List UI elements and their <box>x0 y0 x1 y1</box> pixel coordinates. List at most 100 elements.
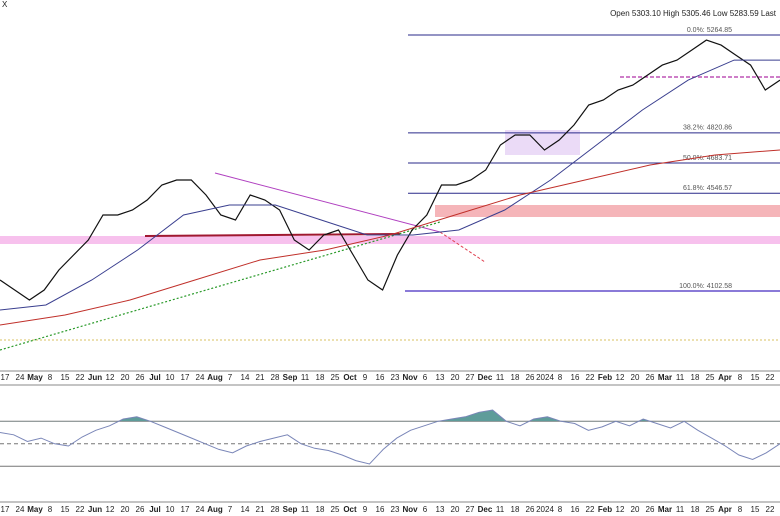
x-tick-label: May <box>27 373 43 382</box>
x-tick-label: 8 <box>48 505 53 514</box>
x-tick-label: 22 <box>76 505 85 514</box>
x-tick-label: 28 <box>271 505 280 514</box>
moving-average <box>0 149 780 326</box>
x-tick-label: 22 <box>766 373 775 382</box>
x-tick-label: May <box>27 505 43 514</box>
x-tick-label: 20 <box>451 373 460 382</box>
x-tick-label: 16 <box>376 373 385 382</box>
x-tick-label: Aug <box>207 505 223 514</box>
x-tick-label: 8 <box>738 373 743 382</box>
x-tick-label: 20 <box>631 505 640 514</box>
x-tick-label: 26 <box>526 505 535 514</box>
x-tick-label: 28 <box>271 373 280 382</box>
x-tick-label: 8 <box>48 373 53 382</box>
indicator-line <box>0 409 780 465</box>
x-tick-label: Oct <box>343 505 357 514</box>
x-tick-label: 26 <box>136 505 145 514</box>
fib-label: 38.2%: 4820.86 <box>683 125 732 132</box>
x-tick-label: 10 <box>166 373 175 382</box>
x-tick-label: Sep <box>283 373 298 382</box>
x-tick-label: Jul <box>149 373 161 382</box>
x-tick-label: 2024 <box>536 373 554 382</box>
x-tick-label: 24 <box>16 505 25 514</box>
x-tick-label: Sep <box>283 505 298 514</box>
x-tick-label: 9 <box>363 505 368 514</box>
symbol: X <box>2 0 8 9</box>
x-tick-label: 25 <box>331 505 340 514</box>
x-tick-label: 27 <box>466 505 475 514</box>
trendline <box>214 172 441 233</box>
x-tick-label: 16 <box>376 505 385 514</box>
x-tick-label: Feb <box>598 373 612 382</box>
price-line <box>0 39 780 301</box>
fib-label: 50.0%: 4683.71 <box>683 155 732 162</box>
x-tick-label: Apr <box>718 373 732 382</box>
x-tick-label: Nov <box>402 373 418 382</box>
x-tick-label: Jun <box>88 505 102 514</box>
x-tick-label: 14 <box>241 505 250 514</box>
x-tick-label: 7 <box>228 505 233 514</box>
x-tick-label: 15 <box>751 373 760 382</box>
x-tick-label: 12 <box>616 505 625 514</box>
x-tick-label: 26 <box>526 373 535 382</box>
x-tick-label: 11 <box>301 505 310 514</box>
x-tick-label: 17 <box>1 505 10 514</box>
x-tick-label: 11 <box>496 373 505 382</box>
x-tick-label: 16 <box>571 373 580 382</box>
x-tick-label: Feb <box>598 505 612 514</box>
x-tick-label: 10 <box>166 505 175 514</box>
x-tick-label: 18 <box>511 373 520 382</box>
x-tick-label: 22 <box>586 505 595 514</box>
x-tick-label: 15 <box>61 373 70 382</box>
x-tick-label: Aug <box>207 373 223 382</box>
consolidation-box <box>505 130 580 155</box>
x-tick-label: 20 <box>451 505 460 514</box>
x-tick-label: 18 <box>691 505 700 514</box>
x-tick-label: 22 <box>766 505 775 514</box>
x-tick-label: 15 <box>751 505 760 514</box>
x-tick-label: 13 <box>436 373 445 382</box>
x-tick-label: Apr <box>718 505 732 514</box>
x-tick-label: 9 <box>363 373 368 382</box>
fib-label: 61.8%: 4546.57 <box>683 185 732 192</box>
x-tick-label: Dec <box>478 373 493 382</box>
x-tick-label: 11 <box>676 505 685 514</box>
x-tick-label: 18 <box>316 373 325 382</box>
x-tick-label: 12 <box>106 505 115 514</box>
trendline-ext <box>439 231 486 263</box>
x-tick-label: 12 <box>106 373 115 382</box>
x-tick-label: 17 <box>1 373 10 382</box>
x-tick-label: Dec <box>478 505 493 514</box>
x-tick-label: 7 <box>228 373 233 382</box>
x-tick-label: 8 <box>558 373 563 382</box>
x-tick-label: Oct <box>343 373 357 382</box>
x-tick-label: 24 <box>196 505 205 514</box>
ohlc-header: Open 5303.10 High 5305.46 Low 5283.59 La… <box>610 9 777 18</box>
x-tick-label: 15 <box>61 505 70 514</box>
uptrend-line <box>0 221 441 351</box>
x-tick-label: 18 <box>691 373 700 382</box>
x-tick-label: 21 <box>256 373 265 382</box>
x-tick-label: 6 <box>423 373 428 382</box>
x-tick-label: Mar <box>658 373 672 382</box>
x-tick-label: 14 <box>241 373 250 382</box>
x-tick-label: 17 <box>181 373 190 382</box>
x-tick-label: Jul <box>149 505 161 514</box>
x-tick-label: 18 <box>511 505 520 514</box>
x-tick-label: 20 <box>631 373 640 382</box>
x-tick-label: 12 <box>616 373 625 382</box>
x-tick-label: 6 <box>423 505 428 514</box>
x-tick-label: 2024 <box>536 505 554 514</box>
x-tick-label: 27 <box>466 373 475 382</box>
x-tick-label: 26 <box>646 505 655 514</box>
x-tick-label: 22 <box>76 373 85 382</box>
x-tick-label: 11 <box>301 373 310 382</box>
x-tick-label: 25 <box>706 373 715 382</box>
x-tick-label: 16 <box>571 505 580 514</box>
x-tick-label: 8 <box>558 505 563 514</box>
support-zone <box>0 236 780 244</box>
x-tick-label: 23 <box>391 505 400 514</box>
x-tick-label: Mar <box>658 505 672 514</box>
